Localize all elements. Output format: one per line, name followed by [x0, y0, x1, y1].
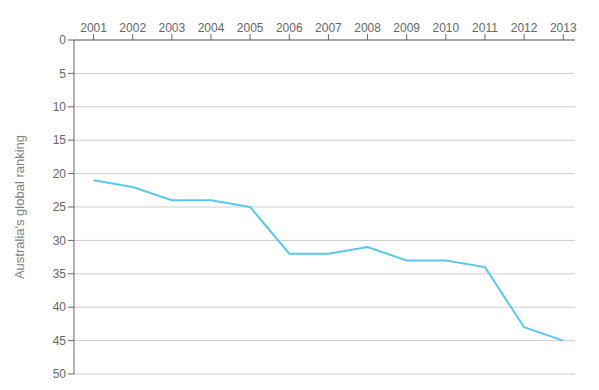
svg-text:0: 0 [59, 33, 66, 47]
svg-text:10: 10 [53, 100, 67, 114]
svg-text:2006: 2006 [276, 21, 303, 35]
svg-text:2008: 2008 [354, 21, 381, 35]
svg-text:2001: 2001 [80, 21, 107, 35]
svg-text:40: 40 [53, 300, 67, 314]
svg-text:45: 45 [53, 334, 67, 348]
svg-text:2004: 2004 [198, 21, 225, 35]
svg-text:2011: 2011 [472, 21, 498, 35]
svg-text:2010: 2010 [432, 21, 459, 35]
svg-text:Australia's global ranking: Australia's global ranking [12, 135, 27, 279]
svg-text:2009: 2009 [393, 21, 420, 35]
svg-text:2013: 2013 [550, 21, 577, 35]
svg-text:5: 5 [59, 67, 66, 81]
svg-text:35: 35 [53, 267, 67, 281]
svg-text:2012: 2012 [511, 21, 538, 35]
svg-text:25: 25 [53, 200, 67, 214]
svg-text:30: 30 [53, 234, 67, 248]
svg-text:20: 20 [53, 167, 67, 181]
svg-text:2002: 2002 [119, 21, 146, 35]
svg-text:15: 15 [53, 133, 67, 147]
svg-text:2007: 2007 [315, 21, 342, 35]
svg-text:50: 50 [53, 367, 67, 381]
svg-text:2003: 2003 [159, 21, 186, 35]
svg-text:2005: 2005 [237, 21, 264, 35]
